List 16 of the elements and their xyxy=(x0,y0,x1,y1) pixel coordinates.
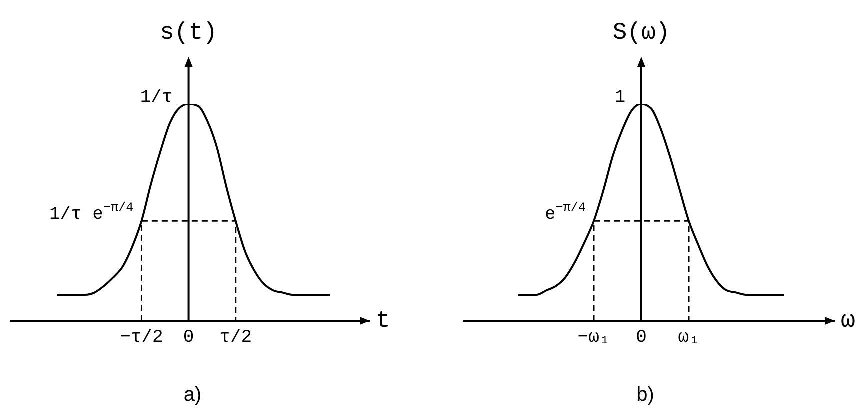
x-tick-label: τ/2 xyxy=(220,328,252,348)
annotation: 1 xyxy=(614,88,626,108)
annotation: 1/τ xyxy=(140,88,173,108)
text: a) xyxy=(184,384,202,406)
x-tick-label: −ω₁ xyxy=(578,328,610,348)
x-tick-label: −τ/2 xyxy=(120,328,164,348)
x-tick-label: 0 xyxy=(636,328,647,348)
x-axis-title: ω xyxy=(841,308,856,334)
x-tick-label: ω₁ xyxy=(678,328,700,348)
y-axis-title: s(t) xyxy=(160,20,218,46)
x-axis-title: t xyxy=(376,308,390,334)
text: b) xyxy=(636,384,654,406)
x-tick-label: 0 xyxy=(183,328,194,348)
y-axis-title: S(ω) xyxy=(612,20,670,46)
annotation: e$^{−π/4}$ xyxy=(544,201,586,226)
annotation: 1/τ e$^{−π/4}$ xyxy=(49,201,134,226)
